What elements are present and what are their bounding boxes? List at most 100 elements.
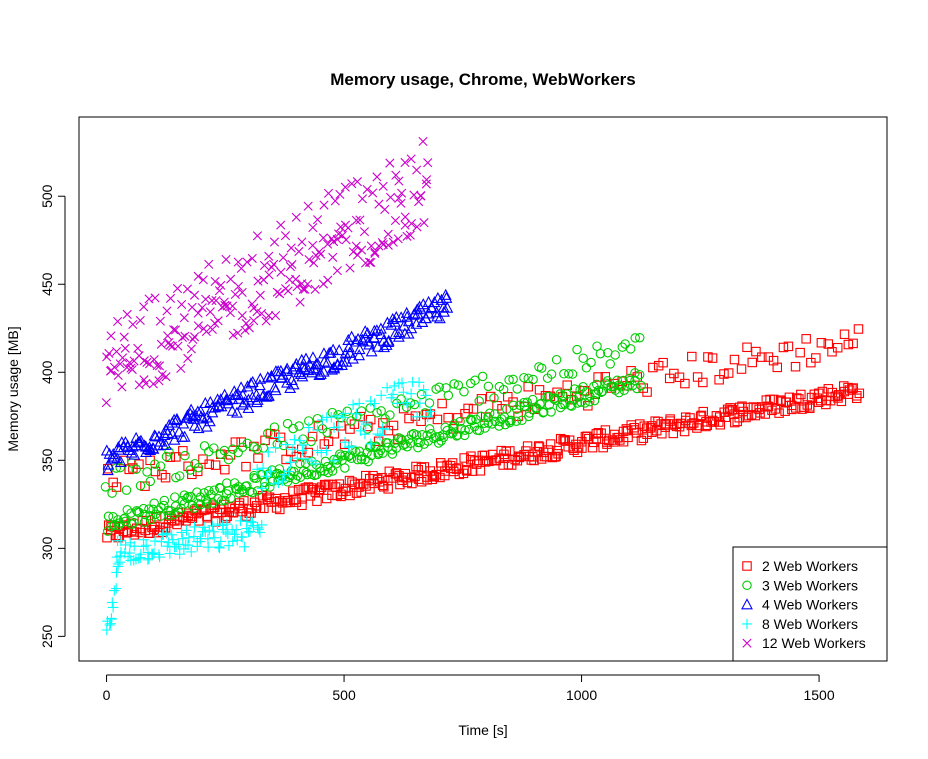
- data-point: [237, 287, 247, 298]
- data-point: [755, 408, 765, 418]
- data-point: [572, 344, 582, 355]
- data-point: [440, 470, 450, 481]
- data-point: [300, 453, 311, 464]
- series-5: [101, 136, 433, 408]
- data-point: [328, 252, 338, 262]
- y-tick-label: 500: [39, 184, 55, 208]
- data-point: [297, 237, 307, 247]
- data-point: [303, 358, 316, 370]
- data-point: [280, 231, 291, 241]
- data-point: [140, 481, 150, 491]
- data-point: [189, 521, 200, 533]
- data-point: [100, 482, 111, 492]
- data-point: [405, 230, 415, 240]
- legend-marker: [742, 580, 752, 591]
- data-point: [428, 296, 441, 308]
- data-point: [445, 460, 456, 471]
- data-point: [286, 243, 296, 253]
- data-point: [287, 259, 297, 270]
- data-point: [616, 381, 626, 392]
- data-point: [194, 404, 207, 416]
- data-point: [743, 411, 754, 421]
- data-point: [577, 437, 587, 447]
- data-point: [434, 382, 445, 393]
- data-point: [345, 263, 355, 273]
- data-point: [581, 363, 592, 373]
- data-point: [356, 406, 367, 416]
- data-point: [522, 397, 532, 408]
- data-point: [385, 318, 398, 330]
- data-point: [356, 454, 367, 465]
- data-point: [229, 529, 240, 540]
- data-point: [600, 425, 611, 435]
- data-point: [317, 365, 330, 377]
- data-point: [768, 394, 779, 405]
- data-point: [545, 439, 556, 449]
- x-axis-label: Time [s]: [458, 722, 507, 738]
- x-tick-label: 1500: [803, 687, 834, 703]
- data-point: [149, 535, 161, 547]
- data-point: [119, 332, 129, 342]
- data-point: [269, 259, 279, 269]
- data-point: [113, 532, 123, 543]
- data-point: [228, 444, 238, 454]
- data-point: [129, 541, 140, 552]
- data-point: [101, 398, 111, 408]
- data-point: [167, 534, 178, 545]
- data-point: [393, 234, 403, 244]
- data-point: [836, 396, 847, 407]
- data-point: [418, 136, 428, 147]
- data-point: [219, 297, 229, 307]
- data-point: [149, 498, 159, 508]
- data-point: [145, 514, 156, 525]
- data-point: [268, 478, 279, 490]
- data-point: [854, 388, 865, 399]
- data-point: [400, 157, 410, 168]
- data-point: [275, 289, 285, 299]
- data-point: [212, 399, 225, 411]
- data-point: [207, 296, 217, 306]
- data-point: [125, 446, 138, 458]
- data-point: [443, 390, 454, 401]
- data-point: [411, 430, 422, 440]
- data-point: [433, 312, 446, 324]
- data-point: [394, 176, 404, 186]
- data-point: [445, 463, 456, 474]
- data-point: [239, 541, 250, 553]
- data-point: [340, 182, 350, 192]
- data-point: [276, 368, 289, 380]
- data-point: [115, 535, 127, 546]
- data-point: [355, 215, 365, 225]
- data-point: [297, 500, 307, 511]
- data-point: [302, 279, 313, 289]
- data-point: [164, 447, 174, 457]
- data-point: [388, 237, 398, 247]
- data-point: [524, 408, 535, 418]
- data-point: [142, 357, 152, 367]
- data-point: [144, 504, 154, 514]
- data-point: [294, 246, 304, 257]
- data-point: [620, 339, 630, 349]
- data-point: [164, 510, 175, 521]
- data-point: [421, 179, 431, 189]
- data-point: [658, 357, 668, 368]
- data-point: [440, 291, 453, 303]
- data-point: [235, 381, 248, 393]
- data-point: [106, 331, 116, 341]
- data-point: [536, 363, 547, 373]
- data-point: [396, 377, 408, 388]
- data-point: [424, 424, 435, 434]
- data-points: [100, 136, 865, 636]
- data-point: [360, 418, 371, 430]
- data-point: [140, 540, 152, 551]
- data-point: [692, 423, 702, 433]
- data-point: [480, 457, 491, 467]
- data-point: [242, 257, 252, 267]
- data-point: [290, 494, 301, 505]
- data-point: [372, 172, 382, 182]
- data-point: [312, 496, 322, 506]
- data-point: [103, 511, 114, 521]
- data-point: [249, 442, 259, 452]
- data-point: [177, 533, 188, 544]
- data-point: [208, 532, 220, 543]
